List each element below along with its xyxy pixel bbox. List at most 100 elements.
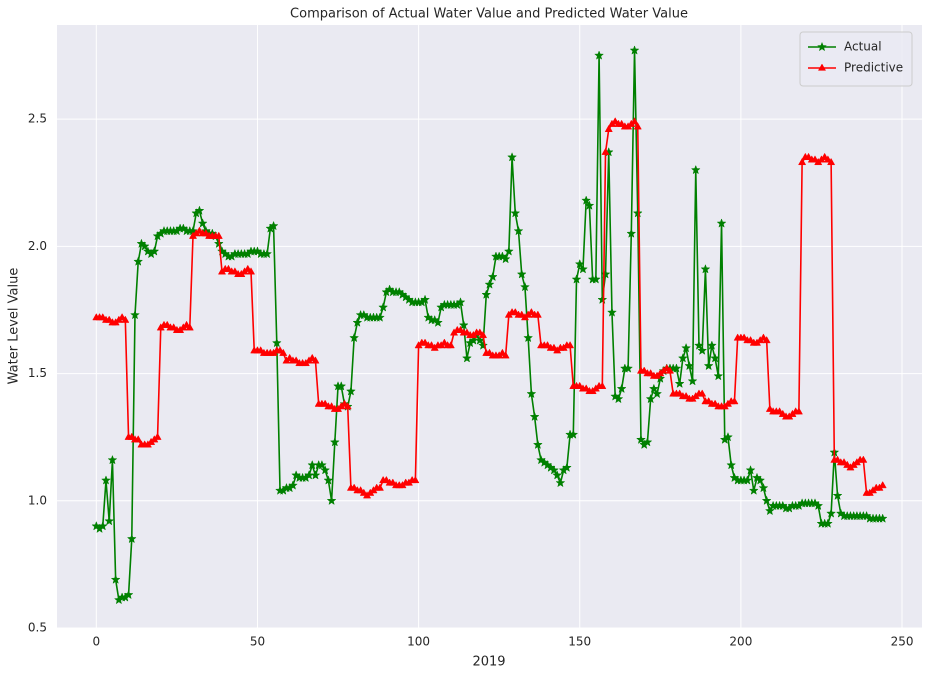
marker (716, 218, 727, 228)
marker (458, 320, 469, 330)
marker (479, 330, 488, 339)
marker (262, 248, 273, 259)
marker (526, 388, 537, 399)
marker (745, 465, 756, 475)
marker (632, 208, 643, 218)
marker (501, 351, 510, 359)
marker (681, 342, 692, 353)
marker (487, 271, 498, 282)
marker (149, 246, 160, 256)
marker (710, 353, 721, 363)
marker (510, 208, 521, 218)
marker (130, 309, 140, 320)
marker (859, 455, 868, 463)
legend: Actual Predictive (799, 31, 913, 87)
marker (822, 518, 833, 528)
marker (446, 341, 455, 349)
marks (91, 45, 888, 605)
marker (153, 432, 162, 440)
marker (581, 195, 592, 205)
marker (104, 515, 115, 526)
marker (529, 411, 540, 422)
marker (271, 337, 282, 348)
marker (516, 269, 527, 279)
marker (323, 475, 334, 485)
marker (121, 315, 130, 323)
y-tick-label: 2.0 (28, 239, 47, 253)
grid (57, 25, 922, 629)
marker (478, 340, 489, 350)
marker (246, 267, 256, 275)
marker (827, 157, 836, 166)
marker (552, 470, 563, 480)
marker (613, 393, 624, 404)
marker (500, 253, 511, 264)
marker (461, 353, 472, 363)
marker (507, 152, 518, 162)
marker (134, 435, 143, 443)
marker (197, 218, 208, 228)
marker (571, 274, 582, 284)
marker (513, 225, 524, 236)
marker (97, 521, 108, 531)
marker (726, 459, 737, 470)
legend-box (799, 31, 913, 87)
marker (817, 63, 827, 71)
marker (832, 490, 843, 500)
marker (629, 45, 640, 55)
marker (601, 147, 610, 155)
marker (503, 246, 514, 256)
marker (574, 258, 585, 269)
marker (648, 383, 659, 394)
marker (185, 323, 194, 331)
marker (126, 533, 137, 544)
marker (742, 475, 753, 485)
marker (694, 340, 704, 350)
marker (578, 264, 588, 274)
x-tick-label: 0 (92, 635, 100, 649)
plot-area (57, 25, 922, 628)
marker (878, 481, 887, 489)
x-tick-label: 100 (407, 635, 430, 649)
marker (626, 228, 637, 238)
x-tick-label: 200 (729, 635, 752, 649)
marker (268, 220, 279, 231)
marker (798, 157, 807, 166)
marker (671, 363, 682, 373)
marker (287, 480, 298, 490)
marker (326, 495, 337, 506)
marker (706, 340, 717, 350)
y-tick-label: 1.5 (28, 366, 47, 380)
marker (566, 341, 575, 349)
marker (813, 500, 824, 511)
marker (411, 475, 420, 484)
marker (481, 289, 492, 299)
marker (687, 375, 698, 386)
x-axis-label: 2019 (472, 655, 505, 670)
marker (761, 495, 772, 506)
marker (616, 383, 627, 394)
x-tick-label: 150 (568, 635, 591, 649)
marker (590, 274, 601, 284)
marker (762, 335, 771, 344)
marker (877, 513, 888, 523)
x-tick-label: 50 (250, 635, 265, 649)
marker (375, 483, 384, 491)
y-tick-label: 1.0 (28, 493, 47, 507)
marker (594, 50, 605, 60)
marker (420, 294, 430, 305)
marker (684, 360, 695, 371)
chart-title: Comparison of Actual Water Value and Pre… (290, 7, 688, 22)
legend-label: Predictive (844, 61, 903, 75)
marker (378, 302, 389, 312)
marker (826, 508, 837, 518)
marker (432, 317, 443, 327)
marker (597, 294, 608, 305)
marker (561, 462, 572, 472)
marker (549, 465, 559, 475)
marker (674, 378, 685, 388)
marker (817, 41, 827, 52)
marker (519, 281, 530, 292)
marker (703, 360, 714, 371)
marker (568, 429, 579, 439)
